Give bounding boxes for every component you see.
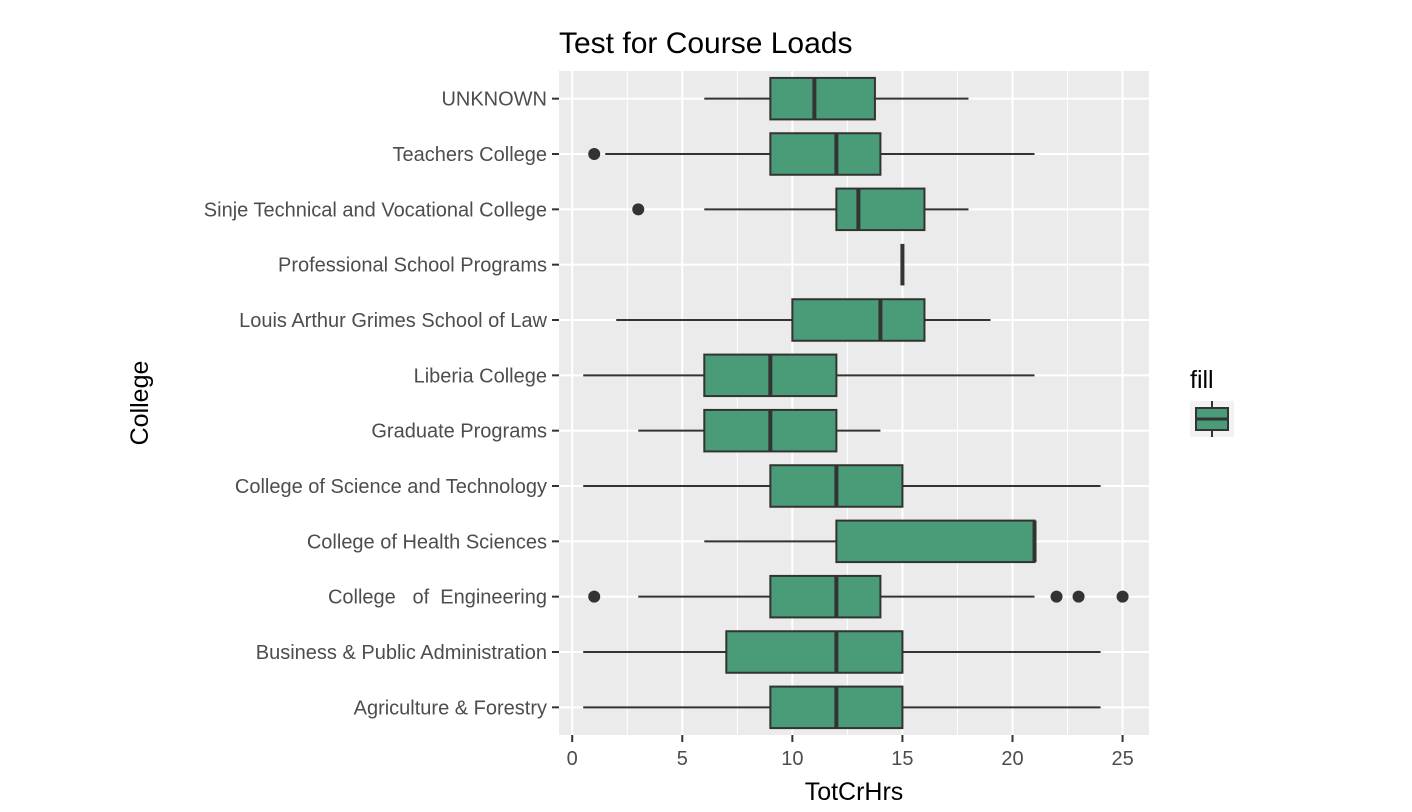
x-tick-label: 0 bbox=[567, 748, 578, 770]
y-axis-title: College bbox=[126, 361, 154, 446]
category-label: Agriculture & Forestry bbox=[354, 697, 547, 719]
box-iqr bbox=[835, 187, 926, 232]
category-label: College of Engineering bbox=[328, 587, 547, 609]
legend: fill bbox=[1190, 366, 1234, 437]
plot-panel bbox=[559, 71, 1149, 735]
box-iqr bbox=[725, 630, 904, 674]
box-1 bbox=[588, 132, 1035, 176]
box-layer bbox=[583, 76, 1129, 730]
box-4 bbox=[616, 298, 991, 342]
box-11 bbox=[583, 685, 1101, 730]
category-label: Teachers College bbox=[392, 144, 547, 166]
category-axis: UNKNOWN Teachers College Sinje Technical a… bbox=[204, 89, 559, 719]
outlier-point bbox=[588, 148, 601, 160]
category-label: Liberia College bbox=[414, 365, 547, 387]
box-2 bbox=[632, 187, 969, 232]
outlier-point bbox=[1050, 590, 1063, 603]
box-iqr bbox=[769, 76, 876, 121]
x-axis-title: TotCrHrs bbox=[805, 778, 904, 806]
chart-title: Test for Course Loads bbox=[559, 27, 852, 60]
box-7 bbox=[583, 464, 1101, 508]
box-0 bbox=[704, 76, 969, 121]
legend-title: fill bbox=[1190, 366, 1214, 394]
outlier-point bbox=[632, 203, 645, 216]
x-tick-label: 5 bbox=[677, 748, 688, 770]
category-label: Professional School Programs bbox=[278, 255, 547, 277]
box-10 bbox=[583, 630, 1101, 674]
x-tick-label: 10 bbox=[781, 748, 803, 770]
box-iqr bbox=[791, 298, 926, 342]
outlier-point bbox=[1072, 590, 1085, 603]
category-label: College of Science and Technology bbox=[235, 476, 547, 498]
category-label: Business & Public Administration bbox=[256, 642, 547, 664]
x-axis: 0 5 10 15 20 25 bbox=[567, 735, 1134, 770]
box-8 bbox=[704, 519, 1037, 564]
category-label: College of Health Sciences bbox=[307, 531, 547, 553]
box-iqr bbox=[769, 132, 882, 176]
outlier-point bbox=[588, 590, 601, 603]
box-6 bbox=[638, 408, 881, 453]
box-9 bbox=[588, 574, 1129, 619]
outlier-point bbox=[1116, 590, 1129, 603]
category-label: Sinje Technical and Vocational College bbox=[204, 199, 547, 221]
x-tick-label: 25 bbox=[1111, 748, 1133, 770]
box-5 bbox=[583, 353, 1035, 398]
x-tick-label: 15 bbox=[891, 748, 913, 770]
category-label: Graduate Programs bbox=[371, 421, 547, 443]
box-iqr bbox=[835, 519, 1036, 564]
category-label: UNKNOWN bbox=[441, 89, 547, 111]
category-label: Louis Arthur Grimes School of Law bbox=[239, 310, 547, 332]
x-tick-label: 20 bbox=[1001, 748, 1023, 770]
box-iqr bbox=[769, 574, 882, 619]
